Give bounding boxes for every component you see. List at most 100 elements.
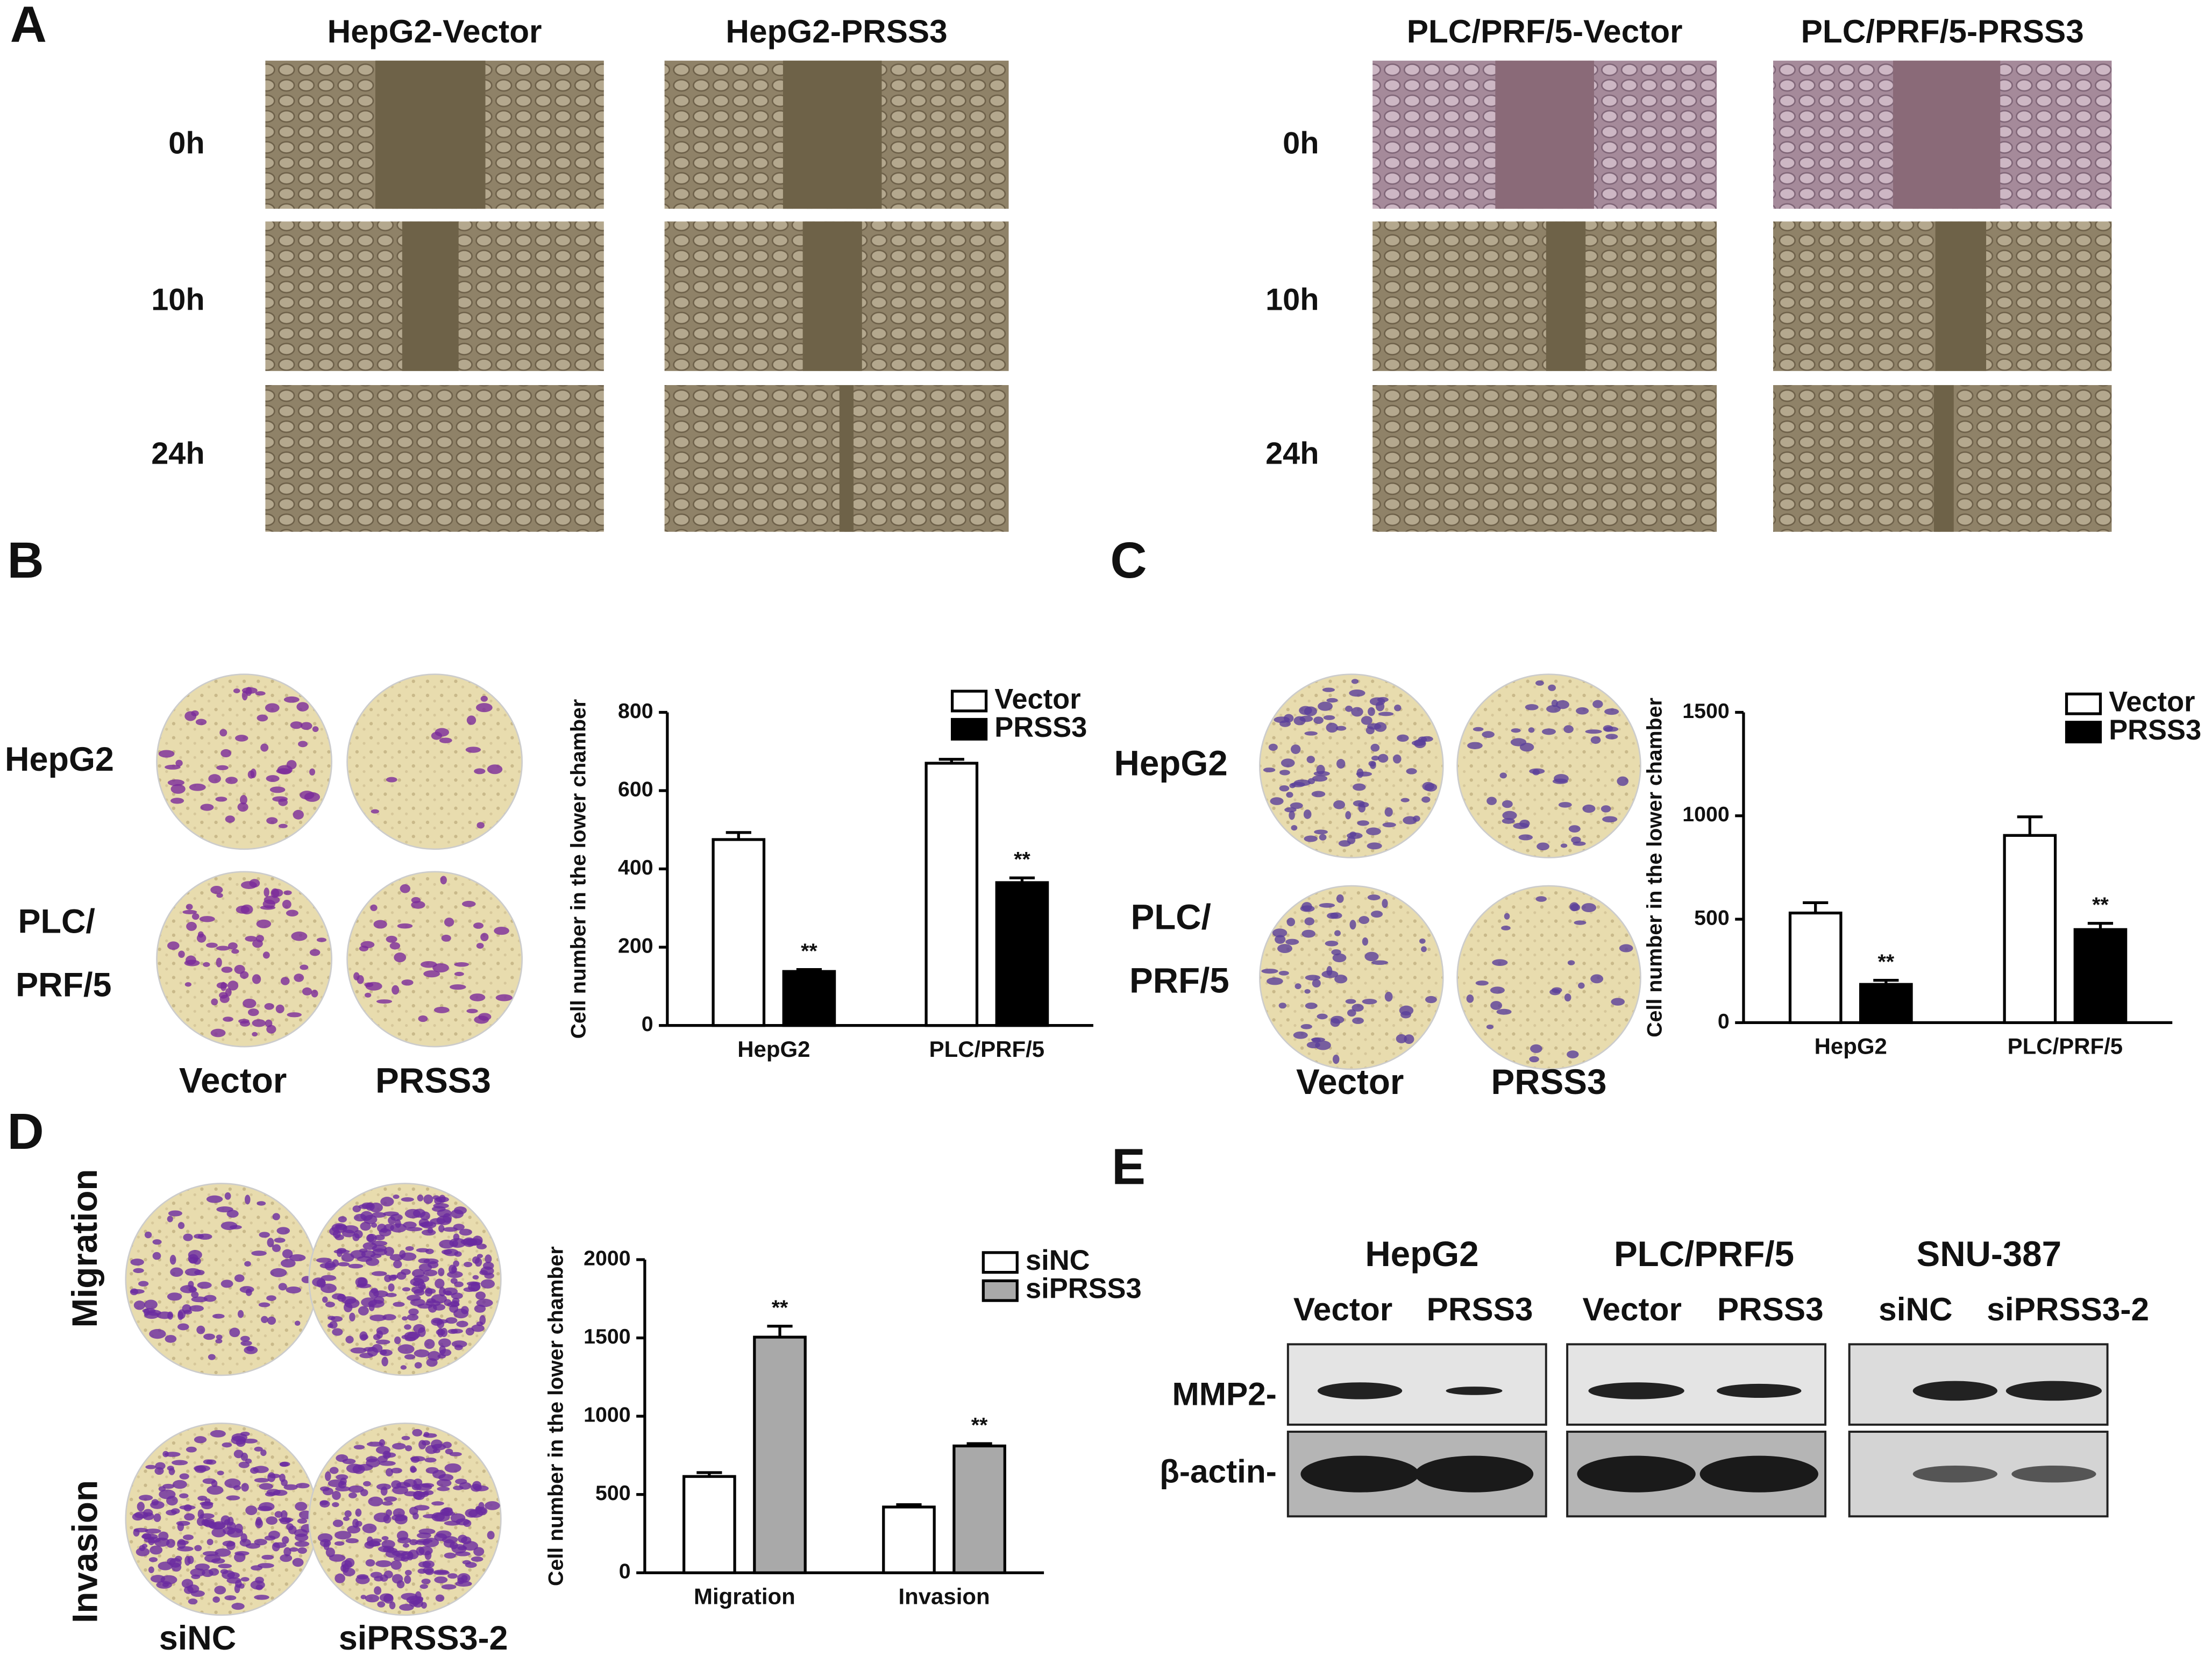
stained-cell (168, 1210, 182, 1217)
stained-cell (404, 1569, 412, 1576)
stained-cell (210, 885, 223, 894)
stained-cell (442, 1441, 452, 1448)
stained-cell (390, 1214, 403, 1221)
stained-cell (1289, 783, 1296, 788)
stained-cell (260, 1449, 267, 1456)
stained-cell (343, 1516, 350, 1521)
stained-cell (420, 961, 437, 968)
lane-label: siPRSS3-2 (1987, 1291, 2149, 1327)
stained-cell (1535, 896, 1547, 902)
stained-cell (407, 1314, 419, 1321)
stained-cell (473, 922, 484, 929)
y-tick-label: 800 (618, 699, 653, 723)
stained-cell (327, 1323, 333, 1328)
stained-cell (282, 900, 291, 909)
stained-cell (245, 1458, 252, 1464)
stained-cell (415, 1483, 432, 1491)
stained-cell (424, 1458, 437, 1463)
stained-cell (423, 1269, 438, 1276)
stained-cell (355, 1520, 362, 1527)
stained-cell (1332, 953, 1347, 963)
stained-cell (459, 1228, 472, 1236)
stained-cell (165, 764, 181, 770)
stained-cell (399, 1250, 406, 1259)
stained-cell (1326, 698, 1338, 703)
stained-cell (212, 1596, 220, 1603)
stained-cell (444, 1463, 461, 1473)
blot-band (1912, 1465, 1998, 1483)
stained-cell (1397, 734, 1409, 742)
blot-membrane (1286, 1343, 1547, 1426)
stained-cell (348, 1492, 357, 1498)
stained-cell (423, 1195, 433, 1204)
stained-cell (139, 1495, 153, 1501)
stained-cell (332, 1519, 344, 1527)
stained-cell (183, 1534, 194, 1540)
stained-cell (227, 1528, 244, 1538)
stained-cell (211, 998, 218, 1006)
y-tick-label: 1500 (584, 1325, 631, 1348)
stained-cell (1353, 783, 1366, 791)
stained-cell (347, 1525, 361, 1534)
stained-cell (439, 1349, 452, 1356)
stained-cell (417, 1568, 426, 1574)
stained-cell (240, 881, 257, 889)
stained-cell (170, 798, 184, 804)
stained-cell (272, 1244, 281, 1252)
stained-cell (408, 1550, 419, 1560)
stained-cell (363, 1215, 378, 1225)
micrograph (1372, 385, 1717, 532)
stained-cell (389, 942, 401, 950)
stained-cell (419, 1222, 433, 1227)
stained-cell (265, 1491, 275, 1497)
stained-cell (1313, 716, 1324, 724)
stained-cell (239, 795, 247, 805)
stained-cell (1492, 959, 1508, 966)
stained-cell (1378, 754, 1389, 763)
stained-cell (311, 990, 318, 998)
stained-cell (279, 1517, 294, 1523)
y-tick-label: 400 (618, 856, 653, 879)
stained-cell (275, 1004, 284, 1014)
stained-cell (356, 1283, 372, 1289)
stained-cell (1317, 1013, 1328, 1020)
stained-cell (1304, 835, 1318, 842)
stained-cell (1582, 804, 1596, 813)
stained-cell (1473, 727, 1484, 731)
stained-cell (1277, 944, 1292, 954)
stained-cell (416, 1532, 431, 1539)
stained-cell (1475, 980, 1489, 986)
stained-cell (1406, 768, 1417, 774)
stained-cell (450, 1513, 466, 1523)
stained-cell (210, 1028, 226, 1037)
stained-cell (410, 1467, 417, 1473)
stained-cell (319, 1500, 330, 1508)
stained-cell (384, 1274, 392, 1282)
significance-label: ** (1014, 848, 1030, 871)
stained-cell (183, 1310, 193, 1314)
stained-cell (418, 1263, 432, 1271)
stained-cell (1361, 716, 1372, 725)
stained-cell (431, 1439, 443, 1449)
stained-cell (203, 962, 210, 967)
stained-cell (482, 1262, 494, 1270)
stained-cell (191, 710, 199, 716)
stained-cell (1335, 726, 1347, 731)
stained-cell (368, 1496, 383, 1506)
stained-cell (259, 1232, 270, 1238)
stained-cell (1576, 707, 1589, 715)
stained-cell (187, 1584, 200, 1594)
stained-cell (225, 777, 238, 784)
stained-cell (266, 1516, 278, 1525)
stained-cell (379, 1461, 396, 1466)
stained-cell (1331, 1015, 1345, 1024)
stained-cell (1530, 1044, 1542, 1053)
stained-cell (194, 1465, 207, 1473)
micrograph (1372, 221, 1717, 371)
column-label: siNC (159, 1619, 236, 1656)
stained-cell (433, 1512, 450, 1522)
transwell-dish (1456, 885, 1641, 1070)
stained-cell (221, 966, 233, 973)
stained-cell (1604, 708, 1619, 715)
stained-cell (1525, 704, 1539, 710)
